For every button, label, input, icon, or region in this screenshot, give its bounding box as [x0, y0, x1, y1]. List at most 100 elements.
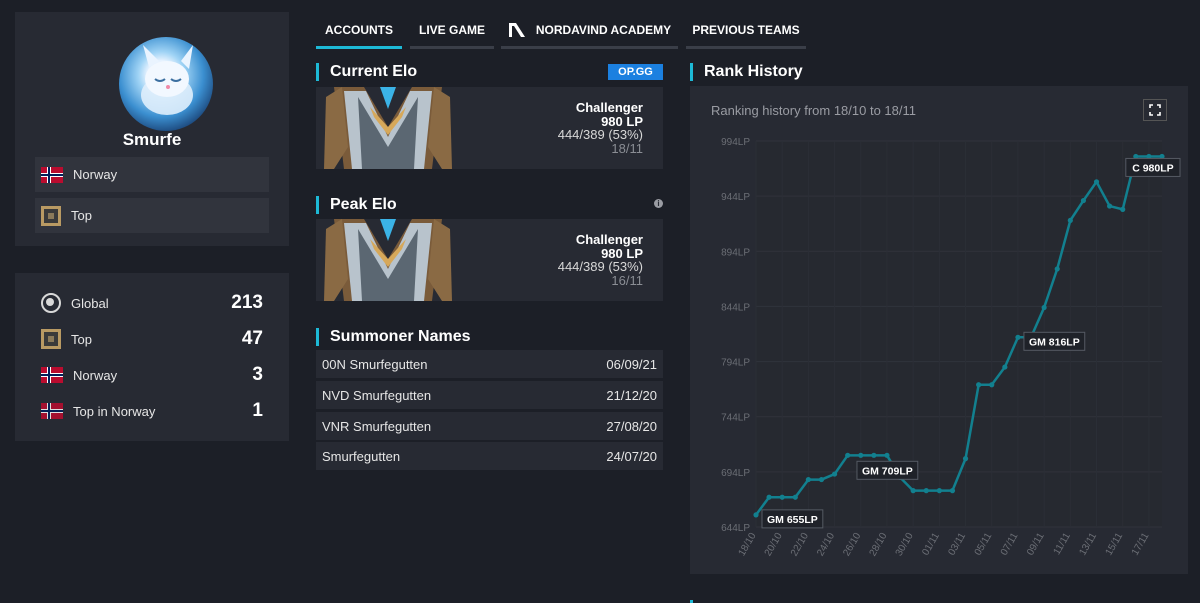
tab-label: PREVIOUS TEAMS — [692, 23, 800, 37]
data-point — [1133, 153, 1139, 160]
rankings-card: Global 213 Top 47 Norway 3 Top in Norway… — [15, 273, 289, 441]
elo-record: 444/389 (53%) — [557, 127, 643, 142]
lane-top-icon — [41, 205, 61, 226]
challenger-emblem-icon — [324, 219, 452, 301]
expand-icon — [1149, 104, 1161, 116]
rank-row-global[interactable]: Global 213 — [41, 291, 263, 315]
data-point — [805, 476, 811, 483]
summoner-date: 24/07/20 — [606, 448, 657, 464]
current-elo-stats: Challenger 980 LP 444/389 (53%) 18/11 — [558, 101, 643, 155]
role-label: Top — [71, 208, 92, 223]
opgg-button[interactable]: OP.GG — [608, 64, 663, 80]
callout-label: C 980LP — [1132, 162, 1173, 174]
x-tick-label: 05/11 — [973, 531, 995, 558]
tab-previous-teams[interactable]: PREVIOUS TEAMS — [686, 14, 806, 49]
callout-box — [761, 509, 824, 529]
player-name: Smurfe — [122, 130, 182, 149]
summoner-name: NVD Smurfegutten — [322, 387, 432, 403]
x-tick-label: 11/11 — [1052, 531, 1074, 557]
x-tick-label: 03/11 — [946, 531, 968, 558]
norway-flag-icon — [41, 403, 63, 419]
callout-box — [1023, 331, 1086, 351]
x-tick-label: 30/10 — [894, 531, 916, 559]
elo-date: 18/11 — [611, 140, 643, 156]
info-icon[interactable]: i — [654, 199, 663, 208]
avatar-art — [141, 45, 193, 115]
tab-nordavind-academy[interactable]: NORDAVIND ACADEMY — [501, 14, 678, 49]
x-tick-label: 13/11 — [1077, 531, 1099, 558]
role-row[interactable]: Top — [35, 198, 269, 233]
elo-date: 16/11 — [611, 272, 643, 288]
summoner-name: 00N Smurfegutten — [322, 356, 428, 372]
rank-label: Top in Norway — [73, 403, 156, 419]
y-tick-label: 894LP — [721, 247, 750, 258]
x-tick-label: 28/10 — [868, 531, 890, 559]
elo-tier: Challenger — [575, 100, 643, 115]
data-point — [989, 382, 995, 388]
profile-card: Smurfe Norway Top — [15, 12, 289, 246]
list-item: Smurfegutten 24/07/20 — [316, 442, 663, 470]
summoner-date: 06/09/21 — [606, 356, 657, 372]
list-item: VNR Smurfegutten 27/08/20 — [316, 412, 663, 440]
rank-label: Norway — [73, 367, 118, 383]
data-point — [1159, 153, 1165, 160]
data-point — [936, 488, 942, 494]
peak-elo-card: Challenger 980 LP 444/389 (53%) 16/11 — [316, 219, 663, 301]
rank-value: 3 — [252, 364, 263, 385]
x-tick-label: 18/10 — [737, 531, 759, 559]
data-point — [792, 494, 798, 500]
data-point — [1093, 179, 1100, 185]
peak-elo-title: Peak Elo — [316, 196, 397, 214]
data-point — [949, 488, 956, 494]
data-point — [976, 382, 982, 388]
lane-top-icon — [41, 329, 61, 349]
data-point — [818, 476, 825, 483]
y-tick-label: 844LP — [721, 302, 750, 313]
data-point — [858, 452, 864, 458]
y-tick-label: 794LP — [721, 358, 750, 369]
data-point — [1002, 364, 1008, 370]
data-point — [753, 512, 759, 518]
fullscreen-button[interactable] — [1143, 99, 1167, 121]
rank-history-panel: Ranking history from 18/10 to 18/11 994L… — [690, 86, 1188, 574]
data-point — [779, 494, 785, 500]
current-elo-title: Current Elo — [316, 63, 417, 81]
list-item: 00N Smurfegutten 06/09/21 — [316, 350, 663, 378]
rank-row-norway[interactable]: Norway 3 — [41, 363, 263, 387]
chart-subtitle: Ranking history from 18/10 to 18/11 — [711, 103, 916, 118]
data-point — [1107, 203, 1113, 209]
current-elo-card: Challenger 980 LP 444/389 (53%) 18/11 — [316, 87, 663, 169]
tab-live-game[interactable]: LIVE GAME — [410, 14, 494, 49]
data-point — [1080, 197, 1087, 204]
summoner-date: 21/12/20 — [606, 387, 657, 403]
data-point — [1120, 206, 1126, 212]
norway-flag-icon — [41, 166, 63, 183]
y-tick-label: 694LP — [721, 468, 750, 479]
globe-icon — [41, 293, 61, 313]
rank-value: 47 — [241, 328, 263, 349]
x-tick-label: 01/11 — [920, 531, 942, 558]
tab-accounts[interactable]: ACCOUNTS — [316, 14, 402, 49]
elo-lp: 980 LP — [601, 245, 643, 261]
callout-box — [1125, 157, 1181, 177]
summoner-name: VNR Smurfegutten — [322, 418, 432, 434]
nordavind-logo-icon — [508, 23, 525, 37]
y-tick-label: 744LP — [721, 413, 750, 424]
country-row[interactable]: Norway — [35, 157, 269, 192]
rank-history-title: Rank History — [690, 63, 803, 81]
data-point — [1054, 266, 1060, 272]
plot-area — [756, 141, 1162, 527]
data-point — [845, 452, 851, 458]
summoner-names-title: Summoner Names — [316, 328, 471, 346]
data-point — [1146, 153, 1152, 160]
rank-row-top[interactable]: Top 47 — [41, 327, 263, 351]
data-point — [871, 452, 877, 458]
data-point — [1041, 304, 1047, 311]
x-tick-label: 07/11 — [999, 531, 1021, 558]
next-section-accent — [690, 600, 693, 603]
x-tick-label: 20/10 — [763, 531, 785, 559]
tab-label: ACCOUNTS — [325, 23, 393, 37]
rank-label: Top — [71, 331, 92, 347]
list-item: NVD Smurfegutten 21/12/20 — [316, 381, 663, 409]
rank-row-top-in-norway[interactable]: Top in Norway 1 — [41, 399, 263, 423]
